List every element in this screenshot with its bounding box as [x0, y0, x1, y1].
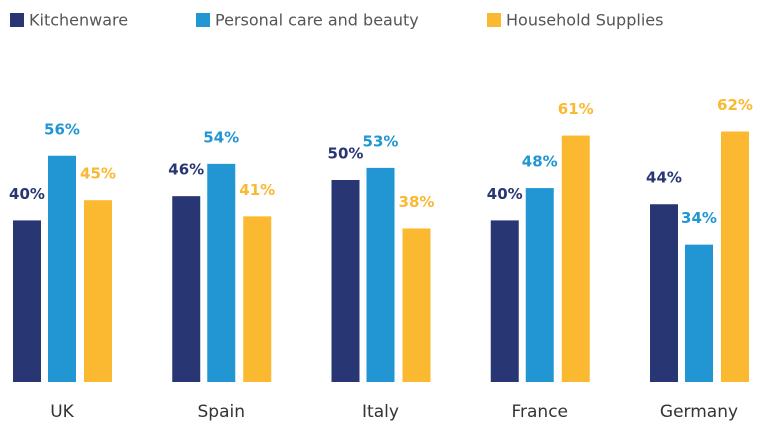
bar — [331, 180, 360, 382]
data-label: 48% — [522, 153, 558, 171]
bar — [490, 220, 519, 382]
data-label: 54% — [203, 128, 239, 146]
data-label: 56% — [44, 120, 80, 138]
bar — [207, 163, 236, 382]
data-label: 61% — [558, 100, 594, 118]
data-label: 34% — [681, 209, 717, 227]
bar — [650, 204, 678, 382]
bar — [561, 135, 590, 382]
x-tick-label: Germany — [660, 402, 738, 422]
bar — [721, 131, 749, 382]
bar — [48, 155, 76, 382]
data-label: 62% — [717, 96, 753, 114]
bar — [402, 228, 431, 382]
data-label: 41% — [239, 181, 275, 199]
data-label: 44% — [646, 169, 682, 187]
bar — [685, 244, 713, 382]
bar — [525, 188, 554, 382]
legend-label: Household Supplies — [506, 11, 663, 30]
data-label: 53% — [363, 132, 399, 150]
bar — [366, 167, 395, 382]
data-label: 50% — [328, 145, 364, 163]
bar — [243, 216, 272, 382]
data-label: 46% — [168, 161, 204, 179]
bar — [172, 196, 201, 382]
data-label: 40% — [9, 185, 45, 203]
bar — [84, 200, 112, 382]
x-tick-label: Italy — [362, 402, 399, 422]
bar — [13, 220, 41, 382]
x-tick-label: UK — [50, 402, 74, 422]
x-tick-label: Spain — [198, 402, 246, 422]
legend-label: Personal care and beauty — [215, 11, 419, 30]
data-label: 45% — [80, 165, 116, 183]
legend-swatch — [196, 13, 210, 27]
x-tick-label: France — [511, 402, 568, 422]
data-label: 38% — [399, 193, 435, 211]
data-label: 40% — [487, 185, 523, 203]
legend-swatch — [487, 13, 501, 27]
legend-swatch — [10, 13, 24, 27]
legend-label: Kitchenware — [29, 11, 128, 30]
